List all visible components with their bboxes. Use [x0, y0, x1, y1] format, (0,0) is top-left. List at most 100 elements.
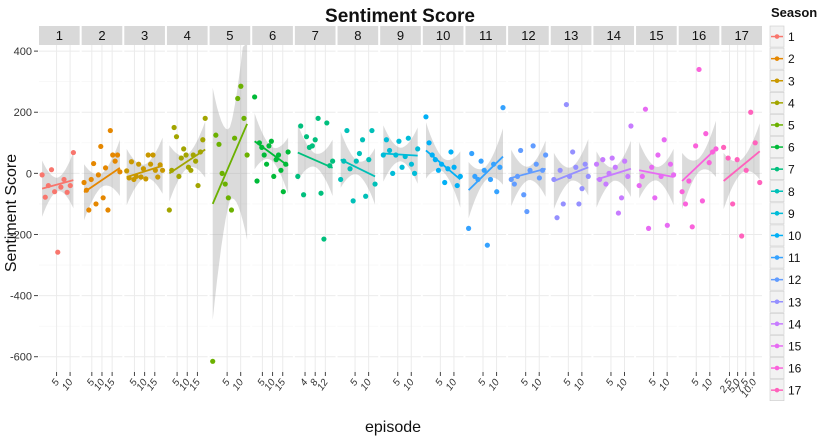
x-tick-label: 12 [315, 377, 331, 393]
x-tick-label: 8 [308, 377, 320, 388]
data-point [235, 95, 241, 102]
data-point [254, 178, 260, 184]
data-point [102, 165, 109, 171]
trend-line [340, 158, 376, 178]
data-point [693, 143, 699, 149]
data-point [699, 198, 706, 204]
x-tick-label: 10 [657, 377, 673, 393]
legend-key-point [774, 365, 780, 371]
data-point [52, 189, 58, 195]
legend-item-season-1: 1 [769, 25, 795, 48]
data-point [275, 152, 282, 158]
legend-item-season-12: 12 [769, 268, 802, 291]
panel-background [678, 45, 720, 372]
data-point [318, 190, 324, 196]
x-tick-label: 5 [434, 377, 446, 388]
x-tick-label: 15 [187, 377, 203, 393]
data-point [739, 233, 745, 239]
trend-line [126, 164, 163, 178]
legend-key-point [774, 387, 780, 393]
trend-line [596, 167, 632, 181]
data-point [81, 179, 87, 186]
data-point [500, 105, 506, 111]
facet-panel-season-16: 16 510 [678, 26, 720, 393]
legend-label: 1 [788, 30, 795, 44]
facet-strip-label: 11 [479, 28, 493, 43]
data-point [497, 164, 503, 170]
facet-strip-label: 1 [56, 28, 63, 43]
facet-strip [550, 26, 592, 45]
facet-strip [465, 26, 507, 45]
data-point [213, 132, 219, 138]
trend-line [511, 167, 546, 179]
data-point [618, 195, 625, 201]
data-point [536, 175, 542, 181]
legend-label: 11 [788, 251, 801, 265]
facet-strip-label: 6 [269, 28, 276, 43]
data-point [725, 155, 731, 161]
y-axis: 400 200 0 -200 -400 -600 [10, 46, 38, 364]
data-point [178, 155, 184, 161]
legend-item-season-2: 2 [769, 47, 795, 70]
facet-strip [294, 26, 336, 45]
data-point [70, 149, 76, 156]
legend-label: 15 [788, 339, 802, 353]
trend-line [723, 150, 761, 182]
data-point [100, 195, 106, 201]
facet-panel-season-13: 13 510 [550, 26, 592, 393]
legend-key-point [774, 122, 780, 128]
legend-label: 17 [788, 384, 802, 398]
facet-strip [678, 26, 720, 45]
data-point [150, 152, 156, 158]
facet-panel-season-12: 12 510 [508, 26, 549, 393]
data-point [64, 189, 70, 195]
data-point [679, 189, 685, 195]
data-point [252, 94, 258, 100]
data-point [411, 170, 418, 176]
legend-label: 6 [788, 141, 795, 155]
data-point [661, 137, 667, 143]
data-point [386, 147, 393, 154]
panel-background [593, 45, 635, 372]
data-point [114, 152, 121, 158]
x-tick-label: 10 [359, 377, 375, 393]
data-point [188, 167, 194, 173]
data-point [88, 176, 94, 183]
data-point [300, 192, 307, 198]
x-axis-title: episode [365, 419, 421, 436]
data-point [225, 195, 231, 201]
data-point [181, 146, 187, 152]
legend-item-season-8: 8 [769, 180, 795, 203]
x-tick-label: 5 [348, 377, 360, 388]
data-point [366, 157, 372, 163]
data-point [593, 161, 600, 167]
legend-item-season-9: 9 [769, 202, 795, 225]
data-point [216, 141, 222, 147]
data-point [48, 167, 55, 173]
data-point [667, 161, 674, 167]
facet-strip [39, 26, 80, 45]
x-tick-label: 10 [487, 377, 503, 393]
legend-item-season-15: 15 [769, 335, 802, 357]
data-point [390, 170, 396, 176]
data-point [703, 131, 709, 137]
chart-title: Sentiment Score [325, 6, 475, 27]
data-point [579, 186, 585, 192]
data-point [415, 146, 421, 152]
facet-strip [124, 26, 165, 45]
x-tick-label: 10 [615, 377, 631, 393]
data-point [363, 193, 369, 199]
trend-line [41, 179, 74, 190]
data-point [469, 150, 475, 157]
y-axis-title: Sentiment Score [3, 154, 20, 272]
data-point [159, 167, 166, 173]
y-tick-label: -600 [10, 352, 32, 364]
x-tick-label: 10 [529, 377, 545, 393]
legend-item-season-7: 7 [769, 158, 795, 181]
legend-key-point [774, 233, 780, 238]
data-point [61, 176, 67, 183]
data-point [478, 158, 484, 164]
legend-key-point [774, 343, 780, 349]
